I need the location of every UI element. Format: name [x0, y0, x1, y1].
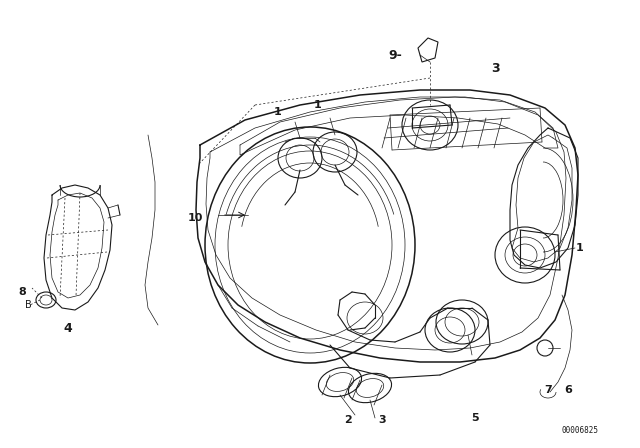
Text: 1: 1 [274, 107, 282, 117]
Text: 3: 3 [378, 415, 386, 425]
Text: 2: 2 [344, 415, 352, 425]
Text: 4: 4 [63, 322, 72, 335]
Text: 3: 3 [491, 61, 499, 74]
Text: 6: 6 [564, 385, 572, 395]
Text: 8: 8 [18, 287, 26, 297]
Text: 5: 5 [471, 413, 479, 423]
Text: B: B [24, 300, 31, 310]
Text: 10: 10 [188, 213, 203, 223]
Text: 9-: 9- [388, 48, 402, 61]
Text: 7: 7 [544, 385, 552, 395]
Text: 00006825: 00006825 [561, 426, 598, 435]
Text: 1: 1 [314, 100, 322, 110]
Text: 1: 1 [576, 243, 584, 253]
